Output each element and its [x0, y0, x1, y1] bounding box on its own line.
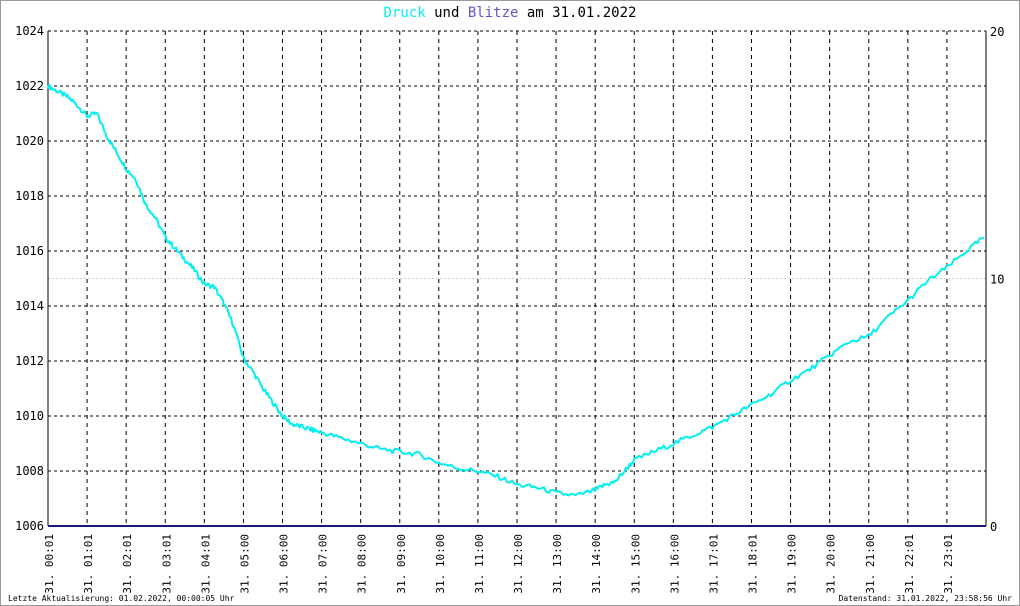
x-tick-label: 31. 18:01 — [747, 534, 760, 594]
y-left-tick-label: 1010 — [15, 409, 44, 423]
title-druck: Druck — [383, 5, 426, 21]
y-left-tick-label: 1020 — [15, 134, 44, 148]
x-tick-label: 31. 23:01 — [942, 534, 955, 594]
x-tick-label: 31. 17:01 — [707, 534, 720, 594]
x-tick-label: 31. 14:00 — [590, 534, 603, 594]
data-status-text: Datenstand: 31.01.2022, 23:58:56 Uhr — [838, 594, 1012, 603]
x-tick-label: 31. 01:01 — [82, 534, 95, 594]
x-tick-label: 31. 09:00 — [395, 534, 408, 594]
last-update-text: Letzte Aktualisierung: 01.02.2022, 00:00… — [8, 594, 235, 603]
x-tick-label: 31. 10:00 — [434, 534, 447, 594]
y-right-tick-label: 10 — [990, 273, 1004, 287]
chart-title: Druck und Blitze am 31.01.2022 — [0, 5, 1020, 21]
x-tick-label: 31. 22:01 — [903, 534, 916, 594]
title-blitze: Blitze — [467, 5, 519, 21]
series-line-druck — [47, 83, 985, 497]
x-tick-label: 31. 11:00 — [473, 534, 486, 594]
title-und: und — [434, 5, 460, 21]
x-tick-label: 31. 04:01 — [199, 534, 212, 594]
y-right-tick-label: 20 — [990, 25, 1004, 39]
x-tick-label: 31. 19:00 — [786, 534, 799, 594]
y-left-tick-label: 1008 — [15, 464, 44, 478]
x-tick-label: 31. 16:00 — [668, 534, 681, 594]
x-tick-label: 31. 08:00 — [356, 534, 369, 594]
x-tick-label: 31. 21:00 — [864, 534, 877, 594]
y-right-tick-label: 0 — [990, 520, 997, 534]
x-tick-label: 31. 00:01 — [43, 534, 56, 594]
x-tick-label: 31. 06:00 — [278, 534, 291, 594]
x-tick-label: 31. 15:00 — [629, 534, 642, 594]
x-tick-label: 31. 12:00 — [512, 534, 525, 594]
x-tick-label: 31. 20:00 — [825, 534, 838, 594]
y-left-tick-label: 1006 — [15, 519, 44, 533]
x-tick-label: 31. 13:00 — [551, 534, 564, 594]
y-left-tick-label: 1022 — [15, 79, 44, 93]
y-left-tick-label: 1016 — [15, 244, 44, 258]
x-tick-label: 31. 07:00 — [317, 534, 330, 594]
title-date: am 31.01.2022 — [526, 5, 637, 21]
x-tick-label: 31. 05:00 — [238, 534, 251, 594]
x-tick-label: 31. 02:01 — [121, 534, 134, 594]
y-left-tick-label: 1012 — [15, 354, 44, 368]
x-tick-label: 31. 03:01 — [160, 534, 173, 594]
y-left-tick-label: 1014 — [15, 299, 44, 313]
y-left-tick-label: 1018 — [15, 189, 44, 203]
y-left-tick-label: 1024 — [15, 24, 44, 38]
